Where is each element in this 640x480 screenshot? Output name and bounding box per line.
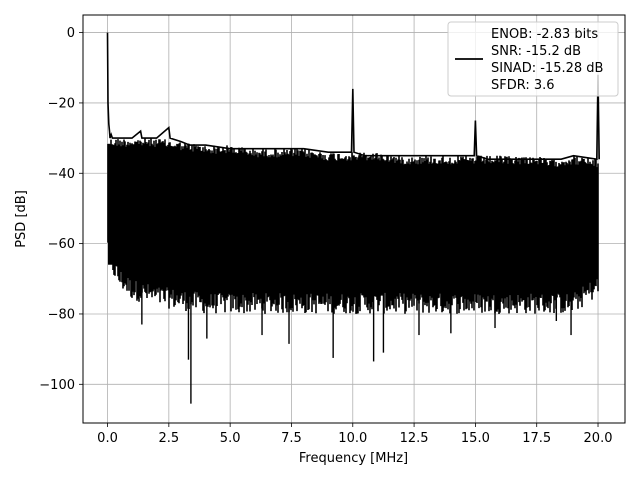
y-axis-ticks: 0 −20 −40 −60 −80 −100: [39, 26, 83, 393]
psd-line: [106, 32, 600, 161]
x-tick-label: 0.0: [97, 431, 118, 446]
noise-band: [107, 138, 599, 314]
x-tick-label: 15.0: [461, 431, 490, 446]
legend-box: [447, 21, 619, 97]
plot-area-frame: [82, 14, 626, 424]
x-tick-label: 7.5: [281, 431, 302, 446]
y-tick-label: −60: [48, 237, 75, 252]
x-tick-label: 12.5: [400, 431, 429, 446]
x-tick-label: 20.0: [584, 431, 613, 446]
noise-core: [108, 173, 598, 265]
y-axis-label: PSD [dB]: [14, 190, 29, 248]
legend-entry: SFDR: 3.6: [491, 78, 555, 93]
legend-entry: SINAD: -15.28 dB: [491, 61, 603, 76]
x-tick-label: 17.5: [522, 431, 551, 446]
x-axis-label: Frequency [MHz]: [299, 451, 408, 466]
legend-entry: SNR: -15.2 dB: [491, 44, 581, 59]
legend-entry: ENOB: -2.83 bits: [491, 27, 598, 42]
y-tick-label: −100: [39, 378, 75, 393]
y-tick-label: −40: [48, 167, 75, 182]
y-tick-label: 0: [67, 26, 75, 41]
y-tick-label: −20: [48, 96, 75, 111]
x-tick-label: 5.0: [220, 431, 241, 446]
x-tick-label: 10.0: [338, 431, 367, 446]
x-axis-ticks: 0.0 2.5 5.0 7.5 10.0 12.5 15.0 17.5 20.0: [97, 423, 612, 446]
x-tick-label: 2.5: [158, 431, 179, 446]
y-tick-label: −80: [48, 307, 75, 322]
psd-series: [106, 32, 600, 404]
legend: ENOB: -2.83 bits SNR: -15.2 dB SINAD: -1…: [447, 21, 619, 97]
